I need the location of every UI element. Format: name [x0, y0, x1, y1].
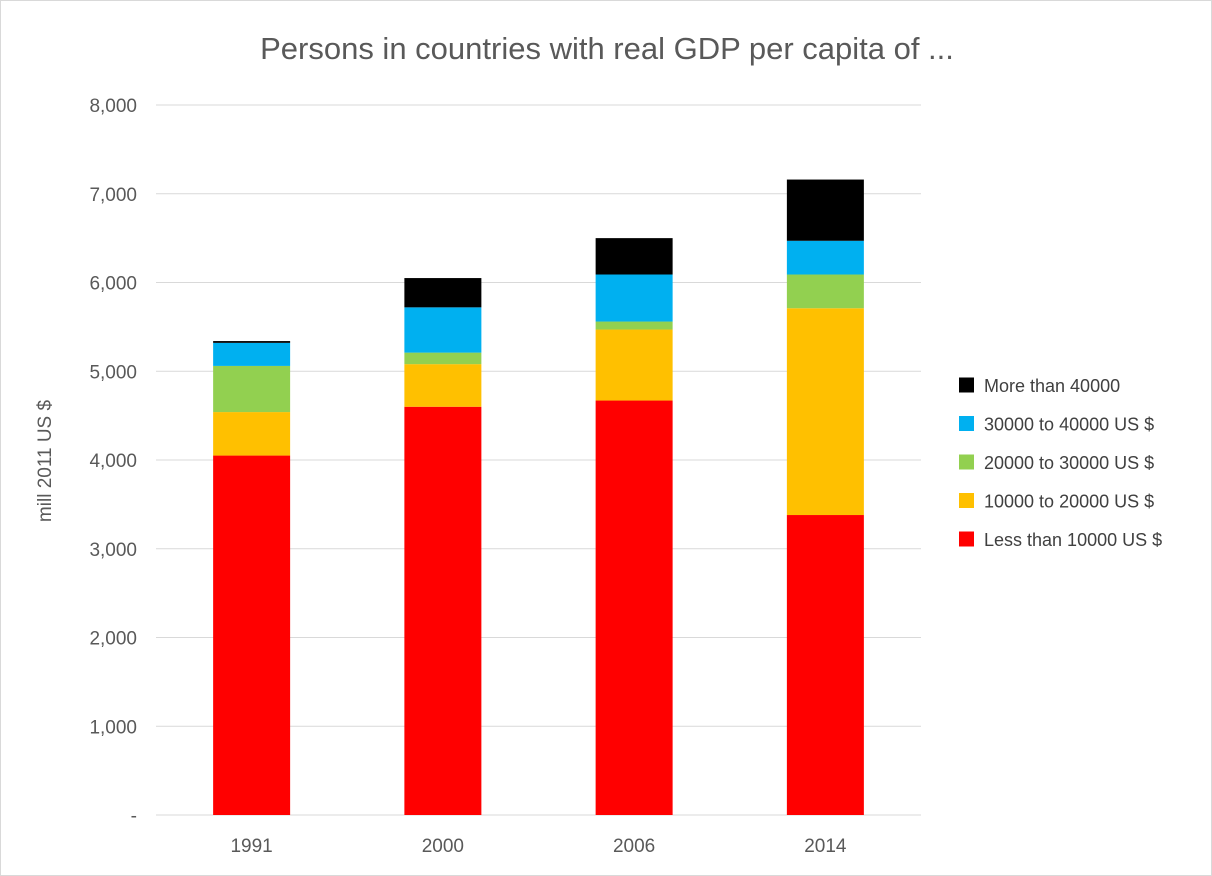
legend-label: Less than 10000 US $	[984, 530, 1162, 550]
bar-segment-2014-series-0	[786, 515, 864, 815]
y-tick-label: 6,000	[89, 274, 137, 295]
legend-label: 10000 to 20000 US $	[984, 492, 1154, 512]
legend-swatch	[959, 493, 974, 508]
x-tick-label: 2006	[613, 836, 655, 857]
x-tick-label: 2000	[422, 836, 464, 857]
bar-segment-2014-series-2	[786, 274, 864, 309]
x-tick-label: 1991	[230, 836, 272, 857]
y-tick-label: 4,000	[89, 451, 137, 472]
legend-item: 30000 to 40000 US $	[959, 415, 1154, 435]
bar-segment-2014-series-3	[786, 240, 864, 275]
y-tick-label: 8,000	[89, 96, 137, 117]
bar-segment-2000-series-0	[404, 406, 482, 815]
bar-segment-1991-series-3	[213, 342, 291, 366]
bar-segment-2006-series-0	[595, 400, 673, 815]
chart-title: Persons in countries with real GDP per c…	[260, 31, 954, 66]
y-tick-label: 2,000	[89, 629, 137, 650]
y-tick-label: 5,000	[89, 362, 137, 383]
bar-segment-1991-series-0	[213, 455, 291, 815]
legend-swatch	[959, 416, 974, 431]
legend: More than 40000 30000 to 40000 US $ 20000 …	[959, 376, 1162, 550]
legend-item: 10000 to 20000 US $	[959, 492, 1154, 512]
bar-segment-2006-series-3	[595, 274, 673, 322]
bar-segment-2006-series-4	[595, 238, 673, 275]
legend-label: More than 40000	[984, 376, 1120, 396]
legend-swatch	[959, 531, 974, 547]
bars	[213, 179, 864, 815]
bar-segment-2006-series-1	[595, 329, 673, 401]
legend-item: More than 40000	[959, 376, 1120, 396]
y-axis-title: mill 2011 US $	[35, 399, 56, 522]
y-axis-ticks: - 1,000 2,000 3,000 4,000 5,000 6,000 7,000 8,00…	[89, 96, 137, 827]
bar-segment-1991-series-1	[213, 412, 291, 456]
bar-segment-2000-series-1	[404, 364, 482, 407]
legend-swatch	[959, 377, 974, 393]
legend-item: 20000 to 30000 US $	[959, 453, 1154, 473]
x-axis-ticks: 1991 2000 2006 2014	[230, 836, 846, 857]
legend-item: Less than 10000 US $	[959, 530, 1162, 550]
bar-segment-2000-series-4	[404, 278, 482, 308]
legend-label: 30000 to 40000 US $	[984, 415, 1154, 435]
bar-segment-1991-series-2	[213, 365, 291, 413]
legend-swatch	[959, 454, 974, 470]
bar-segment-2006-series-2	[595, 321, 673, 330]
legend-label: 20000 to 30000 US $	[984, 453, 1154, 473]
y-tick-label: 1,000	[89, 717, 137, 738]
y-tick-label: 7,000	[89, 185, 137, 206]
bar-segment-2014-series-4	[786, 179, 864, 241]
x-tick-label: 2014	[804, 836, 847, 857]
bar-segment-2000-series-3	[404, 307, 482, 353]
bar-segment-1991-series-4	[213, 341, 291, 343]
y-tick-label: 3,000	[89, 540, 137, 561]
y-tick-label: -	[131, 806, 137, 827]
bar-segment-2000-series-2	[404, 352, 482, 365]
bar-segment-2014-series-1	[786, 308, 864, 516]
